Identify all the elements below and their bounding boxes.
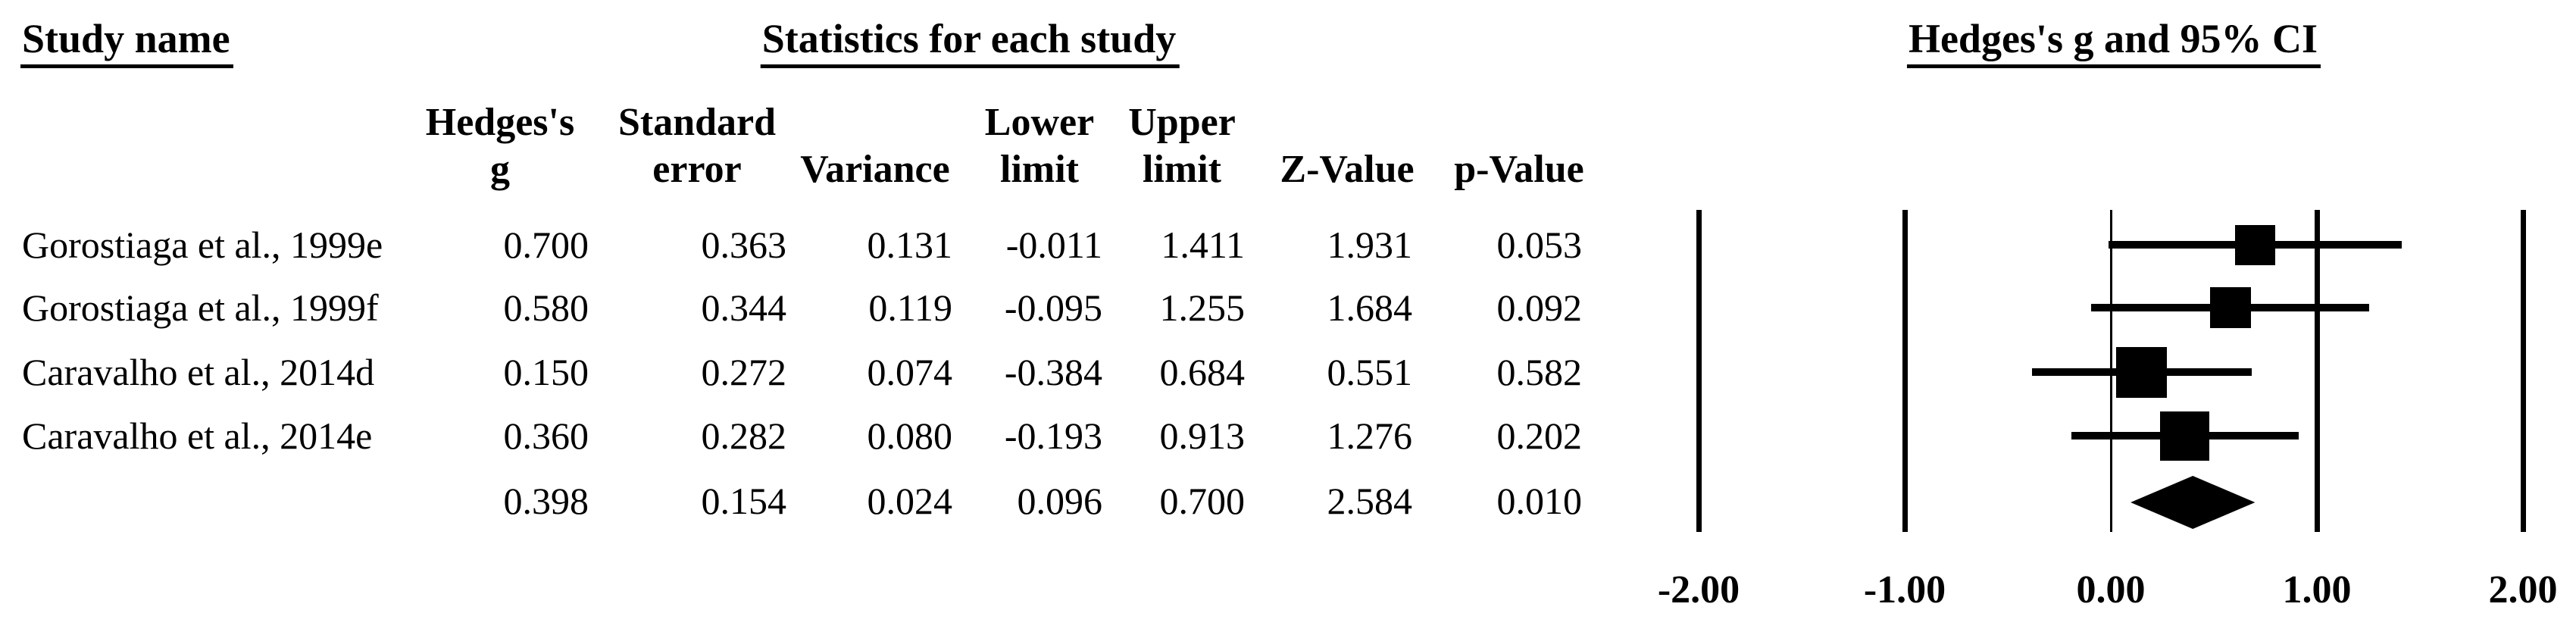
stat-value-p: 0.582 <box>1496 351 1583 393</box>
stat-value-se: 0.282 <box>701 414 787 457</box>
study-name-cell: Caravalho et al., 2014e <box>22 414 373 457</box>
column-header-line2: Z-Value <box>1280 148 1415 191</box>
stat-value-p: 0.202 <box>1496 414 1583 457</box>
plot-header: Hedges's g and 95% CI <box>1906 17 2321 68</box>
stat-value-lower: -0.011 <box>1005 224 1102 266</box>
study-name-cell: Gorostiaga et al., 1999f <box>22 286 379 329</box>
statistics-header: Statistics for each study <box>760 17 1180 68</box>
column-header-line1: Hedges's <box>425 101 575 144</box>
column-header-line2: error <box>652 148 742 191</box>
axis-gridline <box>1902 210 1908 532</box>
stat-value-lower: -0.384 <box>1004 351 1102 393</box>
column-header-line1: Lower <box>984 101 1095 144</box>
stat-value-variance: 0.131 <box>867 224 953 266</box>
column-header-line1: Upper <box>1128 101 1236 144</box>
axis-gridline <box>2314 210 2320 532</box>
column-header-line1: Standard <box>617 101 777 144</box>
effect-size-square <box>2209 287 2251 328</box>
stat-value-upper: 0.684 <box>1159 351 1246 393</box>
axis-tick-label: -2.00 <box>1657 568 1740 612</box>
study-name-cell: Caravalho et al., 2014d <box>22 351 375 393</box>
axis-tick-label: 1.00 <box>2282 568 2352 612</box>
stat-value-p: 0.092 <box>1496 286 1583 329</box>
axis-gridline <box>2520 210 2526 532</box>
stat-value-g: 0.150 <box>503 351 589 393</box>
stat-value-g: 0.700 <box>503 224 589 266</box>
column-header-line2: g <box>490 148 510 191</box>
summary-diamond <box>2131 476 2256 529</box>
study-name-cell: Gorostiaga et al., 1999e <box>22 224 383 266</box>
stat-value-lower: -0.193 <box>1004 414 1102 457</box>
stat-value-upper: 0.913 <box>1159 414 1246 457</box>
stat-value-variance: 0.074 <box>867 351 953 393</box>
column-header-line2: limit <box>1000 148 1079 191</box>
axis-tick-label: -1.00 <box>1863 568 1946 612</box>
stat-value-se: 0.154 <box>701 480 787 522</box>
axis-tick-label: 0.00 <box>2076 568 2146 612</box>
stat-value-upper: 0.700 <box>1159 480 1246 522</box>
effect-size-square <box>2116 346 2168 398</box>
axis-tick-label: 2.00 <box>2488 568 2558 612</box>
axis-gridline <box>1696 210 1702 532</box>
study-name-header: Study name <box>20 17 233 68</box>
column-header-line2: limit <box>1143 148 1221 191</box>
stat-value-se: 0.272 <box>701 351 787 393</box>
column-header-line2: Variance <box>800 148 950 191</box>
stat-value-upper: 1.411 <box>1161 224 1245 266</box>
effect-size-square <box>2234 224 2275 265</box>
effect-size-square <box>2160 411 2210 461</box>
stat-value-variance: 0.024 <box>867 480 953 522</box>
stat-value-lower: -0.095 <box>1004 286 1102 329</box>
stat-value-lower: 0.096 <box>1017 480 1103 522</box>
stat-value-variance: 0.080 <box>867 414 953 457</box>
stat-value-g: 0.398 <box>503 480 589 522</box>
stat-value-se: 0.363 <box>701 224 787 266</box>
stat-value-p: 0.010 <box>1496 480 1583 522</box>
stat-value-z: 1.276 <box>1327 414 1413 457</box>
stat-value-variance: 0.119 <box>868 286 952 329</box>
stat-value-g: 0.360 <box>503 414 589 457</box>
stat-value-g: 0.580 <box>503 286 589 329</box>
stat-value-z: 1.684 <box>1327 286 1413 329</box>
column-header-line2: p-Value <box>1454 148 1584 191</box>
stat-value-upper: 1.255 <box>1159 286 1246 329</box>
stat-value-p: 0.053 <box>1496 224 1583 266</box>
stat-value-z: 1.931 <box>1327 224 1413 266</box>
stat-value-z: 2.584 <box>1327 480 1413 522</box>
stat-value-z: 0.551 <box>1327 351 1413 393</box>
stat-value-se: 0.344 <box>701 286 787 329</box>
